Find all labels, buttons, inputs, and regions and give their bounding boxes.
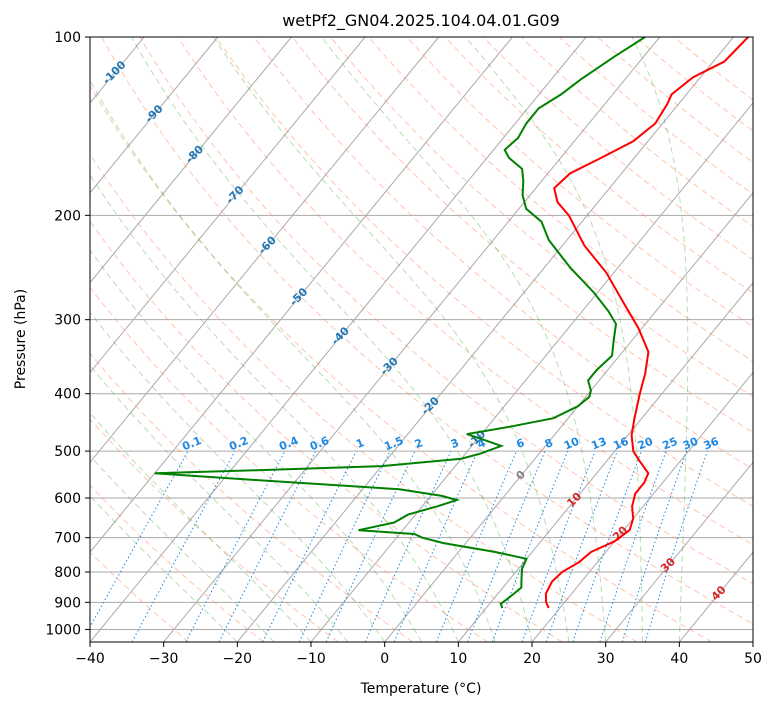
plot-frame bbox=[89, 36, 754, 643]
y-tick-label: 400 bbox=[54, 387, 81, 403]
dry-adiabat bbox=[482, 37, 753, 260]
mixing-ratio-line bbox=[393, 450, 479, 642]
y-tick-label: 200 bbox=[54, 208, 81, 224]
moist-adiabat bbox=[90, 495, 238, 642]
x-axis: −40 −30 −20 −10 0 10 20 30 40 50 bbox=[75, 642, 762, 667]
x-tick-label: −30 bbox=[149, 651, 179, 667]
moist-adiabat bbox=[90, 364, 349, 642]
mixing-ratio-label: 13 bbox=[589, 435, 608, 453]
dry-adiabat bbox=[90, 153, 638, 642]
isotherm-line bbox=[90, 37, 366, 374]
x-tick-label: 30 bbox=[597, 651, 615, 667]
dry-adiabat bbox=[368, 37, 753, 362]
isotherm-line bbox=[90, 37, 587, 642]
x-tick-label: 50 bbox=[744, 651, 762, 667]
temperature-line bbox=[544, 37, 749, 609]
y-tick-label: 600 bbox=[54, 491, 81, 507]
profiles bbox=[154, 37, 749, 609]
dry-adiabat bbox=[520, 37, 753, 228]
y-tick-label: 800 bbox=[54, 565, 81, 581]
mixing-ratio-label: 36 bbox=[702, 435, 721, 453]
y-tick-label: 1000 bbox=[45, 622, 81, 638]
mixing-ratio-line bbox=[467, 450, 546, 642]
mixing-ratio-label: 8 bbox=[543, 436, 555, 451]
mixing-ratio-label: 3 bbox=[449, 436, 461, 451]
mixing-ratio-line bbox=[218, 450, 317, 642]
y-tick-label: 900 bbox=[54, 595, 81, 611]
x-tick-label: −20 bbox=[223, 651, 253, 667]
x-tick-label: 0 bbox=[380, 651, 389, 667]
mixing-ratio-label: 10 bbox=[562, 435, 581, 453]
dry-adiabat bbox=[215, 37, 753, 507]
mixing-ratio-line bbox=[262, 450, 357, 642]
x-axis-label: Temperature (°C) bbox=[360, 681, 482, 697]
y-axis-label: Pressure (hPa) bbox=[13, 289, 29, 389]
dry-adiabat bbox=[90, 84, 712, 642]
dry-adiabat bbox=[177, 37, 753, 546]
mixing-ratio-line bbox=[364, 450, 452, 642]
dry-adiabat bbox=[330, 37, 753, 398]
moist-adiabat bbox=[631, 37, 689, 642]
moist-adiabat bbox=[90, 79, 496, 642]
isotherm-line bbox=[236, 37, 734, 642]
isotherm-line bbox=[90, 37, 292, 284]
mixing-ratio-line bbox=[572, 450, 642, 642]
mixing-ratio-line bbox=[545, 450, 618, 642]
isotherm-line bbox=[163, 37, 661, 642]
moist-adiabat bbox=[131, 37, 533, 642]
x-tick-label: 10 bbox=[449, 651, 467, 667]
moist-adiabat bbox=[213, 37, 570, 642]
mixing-ratio-line bbox=[131, 450, 236, 642]
dry-adiabat bbox=[90, 286, 488, 642]
isotherm-line bbox=[90, 37, 219, 194]
mixing-ratio-label: 2 bbox=[413, 436, 425, 451]
dry-adiabat bbox=[90, 484, 264, 642]
moist-adiabat bbox=[90, 311, 386, 642]
x-tick-label: −40 bbox=[75, 651, 105, 667]
mixing-ratio-label: 30 bbox=[681, 435, 700, 453]
mixing-ratio-line bbox=[521, 450, 596, 642]
mixing-ratio-line bbox=[599, 450, 667, 642]
chart-title: wetPf2_GN04.2025.104.04.01.G09 bbox=[282, 11, 560, 31]
mixing-ratio-label: 25 bbox=[660, 435, 679, 453]
dry-adiabat bbox=[90, 220, 563, 642]
y-tick-label: 700 bbox=[54, 531, 81, 547]
mixing-ratio-label: 1 bbox=[354, 436, 366, 451]
dry-adiabat bbox=[444, 37, 753, 294]
mixing-ratio-line bbox=[435, 450, 517, 642]
isotherm-line bbox=[310, 102, 753, 642]
isotherm-line bbox=[605, 461, 753, 642]
dewpoint-line bbox=[154, 37, 646, 609]
x-tick-label: 40 bbox=[670, 651, 688, 667]
dry-adiabat bbox=[139, 37, 753, 585]
dry-adiabat bbox=[90, 418, 339, 642]
y-axis: 100 200 300 400 500 600 700 800 900 1000 bbox=[45, 30, 90, 638]
mixing-ratio-line bbox=[491, 450, 569, 642]
isotherm-line bbox=[90, 37, 440, 464]
mixing-ratio-line bbox=[644, 450, 708, 642]
moist-adiabat bbox=[90, 249, 422, 642]
x-tick-label: 20 bbox=[523, 651, 541, 667]
mixing-ratio-label: 16 bbox=[611, 435, 630, 453]
dry-adiabat bbox=[292, 37, 753, 433]
mixing-ratio-line bbox=[621, 450, 688, 642]
mixing-ratio-line bbox=[90, 450, 189, 629]
isotherm-line bbox=[384, 192, 753, 642]
isotherm-line bbox=[457, 281, 753, 642]
y-tick-label: 500 bbox=[54, 444, 81, 460]
isotherm-line bbox=[90, 37, 513, 553]
x-tick-label: −10 bbox=[296, 651, 326, 667]
y-tick-label: 300 bbox=[54, 313, 81, 329]
moist-adiabat bbox=[321, 37, 607, 642]
y-tick-label: 100 bbox=[54, 30, 81, 46]
mixing-ratio-label: 20 bbox=[636, 435, 655, 453]
